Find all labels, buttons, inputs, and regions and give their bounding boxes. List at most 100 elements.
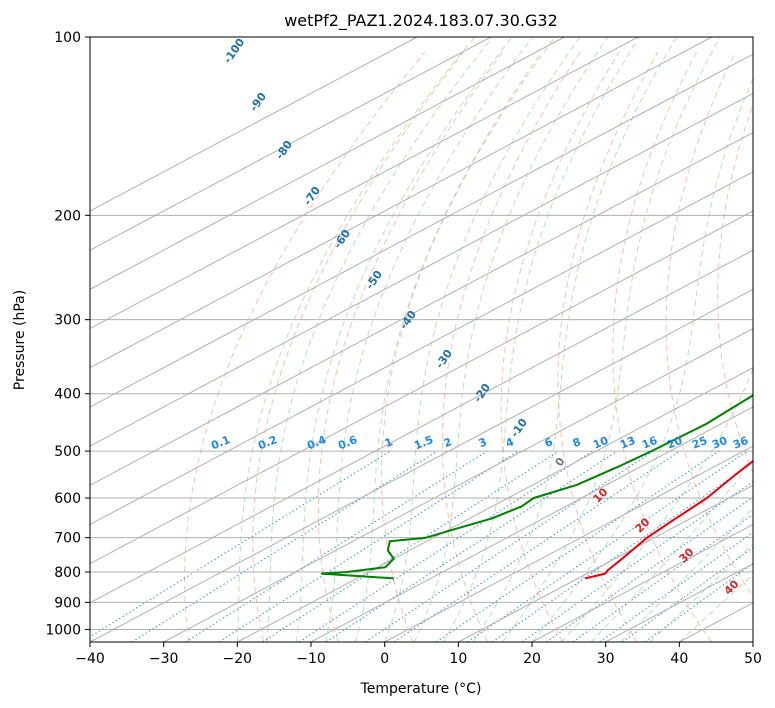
background-lines xyxy=(90,37,775,642)
isotherm-line xyxy=(90,92,753,447)
isotherm-line xyxy=(384,445,753,642)
isotherm-line xyxy=(90,249,753,604)
y-tick-label: 300 xyxy=(54,313,81,329)
isotherm-line xyxy=(752,641,753,642)
dry-adiabat-label: 20 xyxy=(633,515,653,535)
moist-adiabat xyxy=(443,37,641,642)
x-tick-label: −40 xyxy=(75,651,105,667)
moist-adiabat xyxy=(502,37,721,642)
mixing-ratio-line xyxy=(393,450,681,642)
mixing-ratio-label: 25 xyxy=(690,434,709,452)
dry-adiabat xyxy=(317,51,504,642)
series-group xyxy=(320,394,753,580)
x-tick-label: −20 xyxy=(223,651,253,667)
x-axis: −40 −30 −20 −10 0 10 20 30 40 50 xyxy=(75,642,762,667)
mixing-ratio-line xyxy=(90,450,391,638)
mixing-ratio-line xyxy=(218,450,519,642)
mixing-ratio-line xyxy=(185,450,488,642)
y-tick-label: 400 xyxy=(54,387,81,403)
y-axis-label: Pressure (hPa) xyxy=(12,290,28,390)
mixing-ratio-label: 0.4 xyxy=(305,433,328,452)
x-tick-label: 50 xyxy=(744,651,762,667)
isotherm-label: -60 xyxy=(331,227,353,251)
dry-adiabat xyxy=(612,51,713,642)
x-tick-label: 20 xyxy=(523,651,541,667)
mixing-ratio-label: 13 xyxy=(618,434,637,452)
isotherm-line xyxy=(237,367,753,642)
isotherm-label: -70 xyxy=(301,184,323,208)
isotherm-line xyxy=(310,406,753,642)
dry-adiabat xyxy=(500,51,620,642)
isotherm-line xyxy=(163,327,753,642)
moist-adiabat xyxy=(531,77,753,642)
mixing-ratio-label: 3 xyxy=(477,435,489,450)
moist-adiabat xyxy=(354,37,556,642)
moist-adiabat xyxy=(678,573,753,642)
mixing-ratio-line xyxy=(545,496,753,642)
dry-adiabat xyxy=(557,51,659,642)
isotherm-line xyxy=(90,210,753,565)
mixing-ratio-label: 16 xyxy=(640,434,659,452)
plot-frame xyxy=(89,36,754,643)
mixing-ratio-label: 10 xyxy=(591,434,610,452)
y-tick-label: 600 xyxy=(54,491,81,507)
mixing-ratio-label: 0.6 xyxy=(336,433,359,452)
isotherm-line xyxy=(90,132,753,486)
moist-adiabat xyxy=(236,37,476,642)
mixing-ratio-line xyxy=(325,450,618,642)
isotherm-line xyxy=(90,37,491,251)
mixing-ratio-label: 2 xyxy=(442,435,454,450)
isotherm-line xyxy=(90,37,639,330)
isotherm-label: -50 xyxy=(363,268,385,292)
isotherm-line xyxy=(90,37,418,212)
dry-adiabat xyxy=(768,52,775,642)
moist-adiabat xyxy=(384,37,581,642)
isotherm-line xyxy=(90,171,753,526)
mixing-ratio-label: 1 xyxy=(383,435,395,450)
series-line xyxy=(320,394,753,580)
moist-adiabat xyxy=(472,37,678,642)
mixing-ratio-label: 0.1 xyxy=(209,433,232,452)
y-tick-label: 700 xyxy=(54,531,81,547)
x-tick-label: −10 xyxy=(296,651,326,667)
moist-adiabat xyxy=(325,37,533,642)
mixing-ratio-line xyxy=(599,531,753,642)
dry-adiabat-label: 30 xyxy=(677,545,697,565)
dry-adiabat xyxy=(441,51,581,642)
dry-adiabat xyxy=(665,51,753,598)
series-line xyxy=(585,459,753,580)
dry-adiabat-label: 10 xyxy=(591,485,611,505)
x-tick-label: 0 xyxy=(380,651,389,667)
isotherm-line xyxy=(90,37,712,369)
mixing-ratio-line xyxy=(436,450,720,642)
dry-adiabat-label: 40 xyxy=(722,577,742,597)
dry-adiabat xyxy=(717,103,753,475)
mixing-ratio-label: 20 xyxy=(665,434,684,452)
mixing-ratio-label: 6 xyxy=(543,435,555,450)
x-axis-label: Temperature (°C) xyxy=(360,681,482,697)
isotherm-line xyxy=(90,53,753,408)
dry-adiabat xyxy=(252,51,465,642)
moist-adiabat xyxy=(649,543,753,642)
chart-title: wetPf2_PAZ1.2024.183.07.30.G32 xyxy=(284,11,558,31)
isotherm-label: -90 xyxy=(247,90,269,114)
y-tick-label: 900 xyxy=(54,595,81,611)
grid xyxy=(90,37,753,642)
isotherm-label: -80 xyxy=(273,138,295,162)
isotherm-line xyxy=(458,484,753,642)
y-axis: 100 200 300 400 500 600 700 800 900 1000 xyxy=(45,30,90,638)
y-tick-label: 800 xyxy=(54,565,81,581)
moist-adiabat xyxy=(561,366,753,642)
mixing-ratio-label: 0.2 xyxy=(256,433,279,452)
moist-adiabat xyxy=(266,37,494,642)
moist-adiabat xyxy=(620,507,753,642)
mixing-ratio-label: 8 xyxy=(571,435,583,450)
dry-adiabat xyxy=(381,51,542,642)
x-tick-label: 30 xyxy=(597,651,615,667)
isotherm-label: -20 xyxy=(471,381,493,405)
isotherm-label: -10 xyxy=(508,416,530,440)
mixing-ratio-line xyxy=(521,480,753,642)
isotherm-line xyxy=(90,288,753,642)
isotherm-line xyxy=(531,523,753,642)
